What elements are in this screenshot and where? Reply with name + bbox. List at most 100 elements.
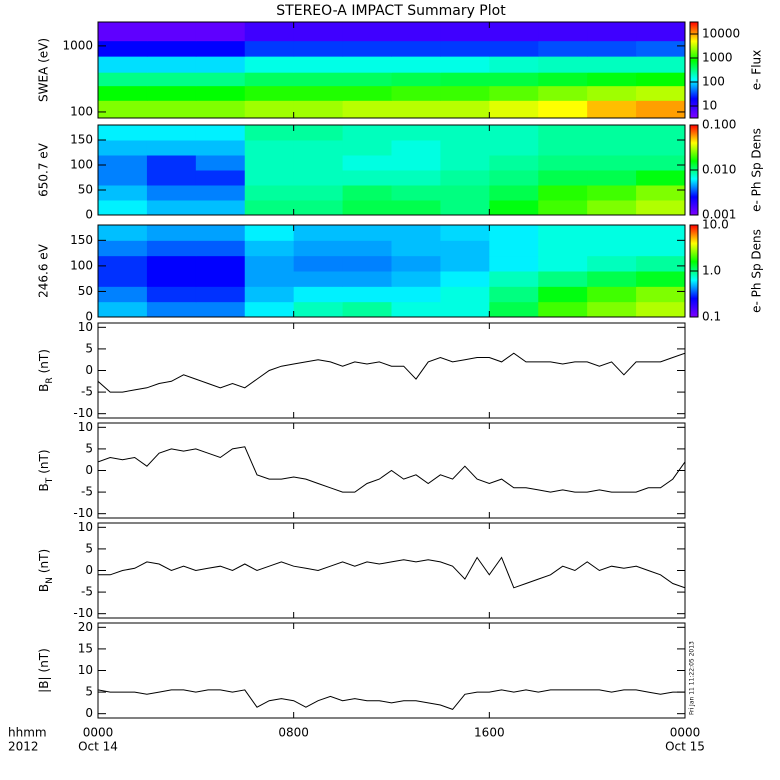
heat-cell	[293, 286, 344, 303]
heat-cell	[293, 100, 344, 118]
heat-cell	[195, 140, 246, 156]
heat-cell	[440, 240, 490, 257]
heat-cell	[98, 170, 148, 186]
y-axis-label: |B| (nT)	[37, 648, 51, 693]
heat-cell	[538, 286, 588, 303]
heat-cell	[636, 240, 685, 257]
heat-cell	[342, 225, 392, 241]
heat-cell	[440, 255, 490, 272]
heat-cell	[538, 255, 588, 272]
heat-cell	[146, 40, 197, 57]
corner-label: hhmm	[8, 726, 47, 740]
panel	[98, 22, 685, 118]
y-tick-label: 150	[70, 233, 93, 247]
timestamp: Fri Jan 11 11:22:05 2013	[689, 641, 696, 715]
heat-cell	[587, 170, 637, 186]
heat-cell	[98, 286, 148, 303]
heat-cell	[636, 301, 685, 317]
x-tick-date: Oct 14	[78, 740, 118, 754]
heat-cell	[342, 255, 392, 272]
heat-cell	[587, 100, 637, 118]
heat-cell	[342, 185, 392, 201]
heat-cell	[391, 85, 441, 101]
panel-frame	[97, 522, 686, 619]
heat-cell	[244, 22, 295, 42]
panel	[98, 689, 685, 710]
heat-cell	[538, 40, 588, 57]
colorbar-tick-label: 0.100	[702, 118, 736, 132]
heat-cell	[342, 140, 392, 156]
heat-cell	[244, 240, 295, 257]
heat-cell	[244, 155, 295, 171]
heat-cell	[391, 170, 441, 186]
heat-cell	[244, 271, 295, 287]
panel	[98, 225, 685, 317]
colorbar-tick-label: 10.0	[702, 218, 729, 232]
heat-cell	[440, 286, 490, 303]
heat-cell	[391, 125, 441, 141]
heat-cell	[489, 225, 539, 241]
heat-cell	[391, 22, 441, 42]
heat-cell	[587, 125, 637, 141]
heat-cell	[244, 185, 295, 201]
heat-cell	[98, 100, 148, 118]
heat-cell	[342, 125, 392, 141]
heat-cell	[391, 271, 441, 287]
y-label-unit: (nT)	[37, 349, 51, 373]
data-line	[98, 446, 685, 493]
heat-cell	[636, 286, 685, 303]
heat-cell	[146, 56, 197, 73]
heat-cell	[636, 140, 685, 156]
heat-cell	[489, 56, 539, 73]
heat-cell	[195, 100, 246, 118]
heat-cell	[195, 240, 246, 257]
colorbar-label: e- Flux	[750, 50, 764, 90]
heat-cell	[587, 286, 637, 303]
heat-cell	[440, 271, 490, 287]
heat-cell	[440, 40, 490, 57]
heat-cell	[195, 155, 246, 171]
corner-label: 2012	[8, 740, 39, 754]
heat-cell	[538, 271, 588, 287]
heat-cell	[391, 140, 441, 156]
panel-frame	[97, 21, 686, 119]
colorbar-tick-label: 10000	[702, 26, 740, 40]
panel	[98, 556, 685, 589]
heat-cell	[391, 200, 441, 215]
heat-cell	[293, 255, 344, 272]
heat-cell	[146, 271, 197, 287]
y-tick-label: 5	[85, 341, 93, 355]
y-tick-label: 15	[78, 641, 93, 655]
colorbar-tick-label: 0.010	[702, 163, 736, 177]
heat-cell	[538, 301, 588, 317]
heat-cell	[587, 200, 637, 215]
y-tick-label: -5	[81, 585, 93, 599]
y-tick-label: 0	[85, 363, 93, 377]
heat-cell	[342, 286, 392, 303]
y-axis-label: BN (nT)	[37, 549, 55, 592]
heat-cell	[489, 22, 539, 42]
heat-cell	[440, 301, 490, 317]
heat-cell	[489, 255, 539, 272]
heat-cell	[244, 170, 295, 186]
heat-cell	[391, 100, 441, 118]
heat-cell	[538, 85, 588, 101]
heat-cell	[98, 125, 148, 141]
heat-cell	[195, 271, 246, 287]
heat-cell	[391, 240, 441, 257]
heat-cell	[440, 56, 490, 73]
heat-cell	[636, 225, 685, 241]
heat-cell	[440, 140, 490, 156]
heat-cell	[538, 100, 588, 118]
heat-cell	[538, 225, 588, 241]
heat-cell	[98, 140, 148, 156]
heat-cell	[244, 140, 295, 156]
y-axis-label: SWEA (eV)	[37, 38, 51, 102]
heat-cell	[587, 185, 637, 201]
panel	[98, 352, 685, 393]
heat-cell	[636, 125, 685, 141]
heat-cell	[391, 56, 441, 73]
heat-cell	[342, 271, 392, 287]
heat-cell	[342, 85, 392, 101]
heat-cell	[489, 185, 539, 201]
